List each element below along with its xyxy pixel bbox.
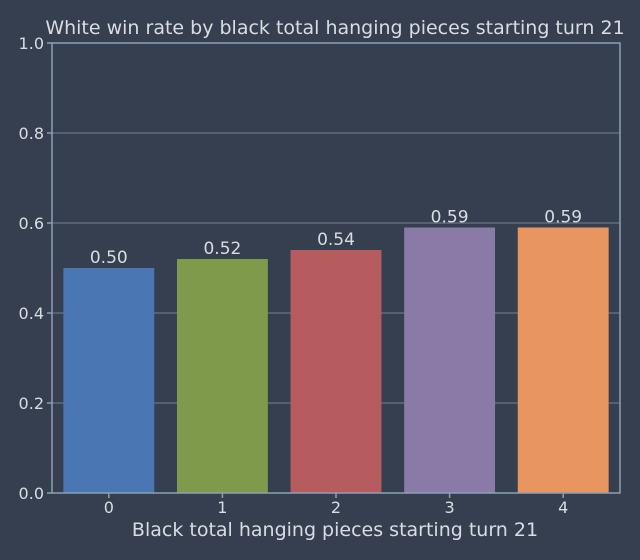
x-tick-label-0: 0: [104, 498, 114, 517]
bars: [63, 227, 609, 493]
bar-2: [290, 250, 382, 493]
data-label-0: 0.50: [90, 248, 128, 268]
y-tick-label-5: 1.0: [19, 34, 44, 53]
x-tick-label-3: 3: [445, 498, 455, 517]
bar-3: [404, 227, 496, 493]
x-tick-label-1: 1: [217, 498, 227, 517]
bar-4: [517, 227, 609, 493]
bar-0: [63, 268, 155, 493]
x-tick-label-2: 2: [331, 498, 341, 517]
x-tick-label-4: 4: [558, 498, 568, 517]
y-tick-label-4: 0.8: [19, 124, 44, 143]
y-tick-label-0: 0.0: [19, 484, 44, 503]
x-axis-ticks: 0 1 2 3 4: [104, 493, 568, 517]
data-label-3: 0.59: [431, 208, 469, 228]
chart-title: White win rate by black total hanging pi…: [45, 17, 624, 39]
y-tick-label-2: 0.4: [19, 304, 44, 323]
y-axis-ticks: 0.0 0.2 0.4 0.6 0.8 1.0: [19, 34, 52, 503]
data-label-4: 0.59: [544, 208, 582, 228]
data-labels: 0.50 0.52 0.54 0.59 0.59: [90, 208, 582, 269]
y-tick-label-3: 0.6: [19, 214, 44, 233]
x-axis-label: Black total hanging pieces starting turn…: [132, 519, 538, 541]
bar-1: [176, 259, 268, 493]
data-label-2: 0.54: [317, 230, 355, 250]
data-label-1: 0.52: [203, 239, 241, 259]
y-tick-label-1: 0.2: [19, 394, 44, 413]
